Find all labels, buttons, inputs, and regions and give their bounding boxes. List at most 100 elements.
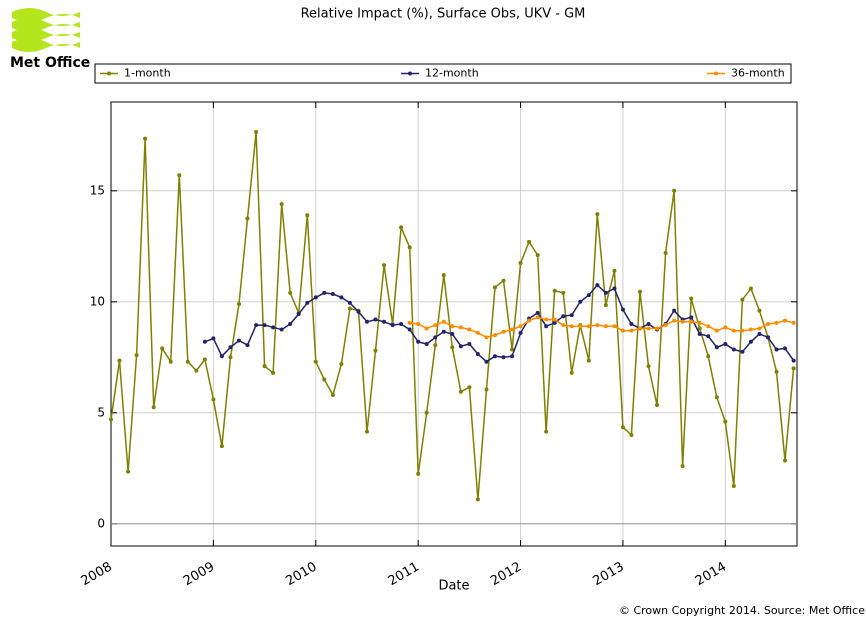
data-point [552, 320, 557, 325]
data-point [723, 419, 728, 424]
data-point [313, 295, 318, 300]
data-point [672, 308, 677, 313]
data-point [697, 331, 702, 336]
data-point [748, 286, 753, 291]
data-point [330, 292, 335, 297]
data-point [433, 335, 438, 340]
data-point [211, 397, 216, 402]
data-point [305, 213, 310, 218]
data-point [475, 330, 480, 335]
data-point [450, 331, 455, 336]
data-point [160, 346, 165, 351]
data-point [518, 330, 523, 335]
data-point [518, 260, 523, 265]
data-point [578, 324, 583, 329]
data-point [535, 253, 540, 258]
data-point [612, 286, 617, 291]
series-line [409, 316, 794, 339]
data-point [288, 290, 293, 295]
data-point [510, 347, 515, 352]
data-point [612, 268, 617, 273]
data-point [663, 323, 668, 328]
data-point [672, 188, 677, 193]
data-point [646, 364, 651, 369]
data-point [262, 323, 267, 328]
data-point [185, 359, 190, 364]
y-tick-label: 10 [90, 294, 105, 308]
data-point [510, 327, 515, 332]
data-point [731, 328, 736, 333]
data-point [791, 358, 796, 363]
x-tick-label: 2013 [591, 560, 627, 590]
data-point [595, 212, 600, 217]
data-point [467, 385, 472, 390]
data-point [680, 464, 685, 469]
x-tick-label: 2012 [488, 560, 524, 590]
data-point [569, 313, 574, 318]
data-point [501, 355, 506, 360]
data-point [561, 323, 566, 328]
data-point [441, 273, 446, 278]
data-point [347, 306, 352, 311]
data-point [723, 325, 728, 330]
data-point [714, 328, 719, 333]
data-point [586, 293, 591, 298]
data-point [561, 290, 566, 295]
data-point [595, 323, 600, 328]
data-point [544, 317, 549, 322]
data-point [535, 315, 540, 320]
data-point [774, 320, 779, 325]
data-point [723, 341, 728, 346]
data-point [706, 334, 711, 339]
data-point [663, 250, 668, 255]
data-point [757, 331, 762, 336]
data-point [748, 327, 753, 332]
data-point [288, 322, 293, 326]
data-point [655, 326, 660, 331]
data-point [219, 444, 224, 449]
data-point [450, 324, 455, 329]
data-point [484, 387, 489, 392]
data-point [245, 343, 250, 348]
data-point [484, 335, 489, 340]
plot-frame [110, 101, 798, 547]
data-point [168, 359, 173, 364]
data-point [646, 322, 651, 326]
data-point [552, 317, 557, 322]
data-point [783, 458, 788, 463]
legend-box [94, 63, 792, 84]
data-point [441, 319, 446, 324]
data-point [399, 322, 404, 326]
data-point [416, 471, 421, 476]
data-point [740, 349, 745, 354]
data-point [407, 327, 412, 332]
data-point [126, 469, 131, 474]
data-point [603, 303, 608, 308]
data-point [646, 326, 651, 331]
data-point [407, 245, 412, 250]
data-point [714, 395, 719, 400]
legend-swatch-marker [714, 71, 718, 76]
x-tick-label: 2011 [386, 560, 422, 590]
data-point [339, 361, 344, 366]
data-point [416, 322, 421, 326]
data-point [586, 358, 591, 363]
data-point [757, 308, 762, 313]
data-point [296, 312, 301, 317]
data-point [475, 351, 480, 356]
data-point [202, 357, 207, 362]
data-point [305, 300, 310, 305]
data-point [245, 216, 250, 221]
data-point [330, 393, 335, 398]
data-point [689, 296, 694, 301]
data-point [783, 318, 788, 323]
x-tick-label: 2009 [181, 560, 217, 590]
data-point [697, 326, 702, 331]
data-point [271, 325, 276, 330]
y-tick-label: 15 [90, 183, 105, 197]
data-point [364, 319, 369, 324]
data-point [433, 343, 438, 348]
data-point [219, 354, 224, 359]
data-point [620, 328, 625, 333]
data-point [612, 324, 617, 329]
